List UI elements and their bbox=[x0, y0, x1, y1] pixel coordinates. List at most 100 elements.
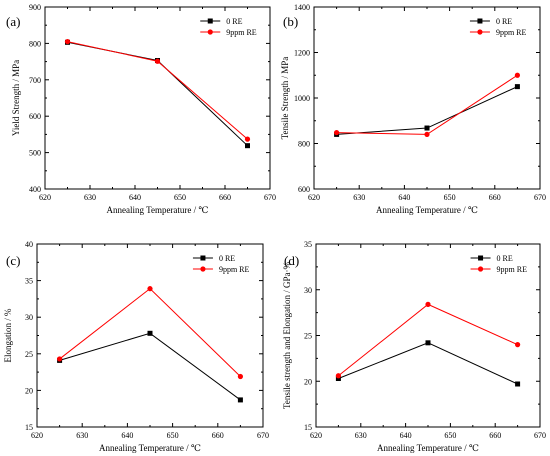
y-tick-label: 15 bbox=[25, 423, 33, 432]
data-point-circle bbox=[64, 38, 71, 45]
legend-label: 0 RE bbox=[219, 254, 235, 263]
series-line-2 bbox=[338, 303, 518, 377]
data-point-circle bbox=[237, 373, 243, 380]
data-point-square bbox=[424, 125, 430, 131]
y-tick-label: 800 bbox=[29, 39, 41, 48]
y-tick-label: 600 bbox=[29, 112, 41, 121]
data-point-square bbox=[425, 340, 431, 346]
y-tick-label: 30 bbox=[304, 286, 312, 295]
legend-marker-circle bbox=[477, 266, 484, 272]
data-point-circle bbox=[335, 373, 341, 379]
panel-label: (c) bbox=[6, 253, 20, 268]
panel-label: (b) bbox=[283, 14, 298, 29]
data-point-circle bbox=[425, 301, 431, 307]
x-tick-label: 660 bbox=[219, 193, 231, 202]
y-tick-label: 900 bbox=[29, 3, 41, 12]
data-point-square bbox=[514, 84, 520, 90]
legend-marker-square bbox=[200, 255, 206, 261]
series-line-2 bbox=[336, 74, 518, 135]
x-tick-label: 630 bbox=[353, 193, 365, 202]
data-point-square bbox=[147, 330, 153, 336]
y-tick-label: 35 bbox=[304, 240, 312, 249]
y-axis-title: Tensile strength and Elongation / GPa·% bbox=[282, 261, 292, 409]
x-axis-title: Annealing Temperature / ℃ bbox=[99, 443, 201, 453]
series-line-2 bbox=[67, 41, 248, 140]
y-tick-label: 400 bbox=[29, 185, 41, 194]
x-tick-label: 620 bbox=[31, 431, 43, 440]
x-tick-label: 630 bbox=[84, 193, 96, 202]
legend-label: 0 RE bbox=[226, 17, 242, 26]
x-tick-label: 650 bbox=[167, 431, 179, 440]
x-tick-label: 640 bbox=[398, 193, 410, 202]
legend-label: 9ppm RE bbox=[496, 28, 527, 37]
legend-marker-circle bbox=[207, 29, 213, 35]
data-point-square bbox=[245, 143, 250, 149]
legend-marker-circle bbox=[200, 266, 206, 272]
y-tick-label: 500 bbox=[29, 149, 41, 158]
y-axis-title: Yield Strength / MPa bbox=[11, 60, 21, 136]
x-tick-label: 660 bbox=[489, 431, 501, 440]
legend-label: 9ppm RE bbox=[497, 265, 528, 274]
data-point-circle bbox=[514, 72, 521, 78]
y-tick-label: 20 bbox=[25, 386, 33, 395]
x-tick-label: 650 bbox=[174, 193, 186, 202]
y-tick-label: 30 bbox=[25, 313, 33, 322]
x-tick-label: 640 bbox=[129, 193, 141, 202]
y-axis-title: Tensile Strength / MPa bbox=[280, 57, 290, 140]
y-tick-label: 25 bbox=[304, 332, 312, 341]
x-tick-label: 640 bbox=[400, 431, 412, 440]
legend-marker-square bbox=[207, 18, 213, 24]
x-tick-label: 640 bbox=[121, 431, 133, 440]
chart-panel-3: 620 630 640 650 660 670 15 20 25 30 35 40 Annealing … bbox=[3, 240, 269, 453]
y-axis-title: Elongation / % bbox=[3, 308, 13, 362]
y-tick-label: 25 bbox=[25, 350, 33, 359]
x-tick-label: 660 bbox=[489, 193, 501, 202]
data-point-square bbox=[237, 397, 243, 403]
panel-label: (a) bbox=[6, 14, 20, 29]
legend-label: 0 RE bbox=[497, 254, 513, 263]
y-tick-label: 1400 bbox=[294, 3, 310, 12]
legend-marker-circle bbox=[477, 29, 483, 35]
y-tick-label: 1200 bbox=[294, 49, 310, 58]
series-line-1 bbox=[67, 41, 248, 147]
x-tick-label: 650 bbox=[444, 431, 456, 440]
series-line-1 bbox=[59, 332, 241, 401]
y-tick-label: 700 bbox=[29, 76, 41, 85]
data-point-circle bbox=[515, 342, 521, 348]
y-tick-label: 35 bbox=[25, 277, 33, 286]
x-tick-label: 650 bbox=[444, 193, 456, 202]
data-point-circle bbox=[334, 129, 340, 136]
x-tick-label: 670 bbox=[534, 431, 546, 440]
x-axis-title: Annealing Temperature / ℃ bbox=[376, 205, 478, 215]
data-point-circle bbox=[57, 356, 63, 362]
data-point-circle bbox=[147, 286, 153, 292]
y-tick-label: 800 bbox=[298, 140, 310, 149]
legend-label: 0 RE bbox=[496, 17, 512, 26]
x-tick-label: 620 bbox=[310, 431, 322, 440]
y-tick-label: 15 bbox=[304, 423, 312, 432]
series-line-1 bbox=[338, 342, 518, 385]
chart-panel-1: 620 630 640 650 660 670 400 500 600 700 800 900 Anne… bbox=[6, 3, 276, 215]
data-point-circle bbox=[154, 58, 161, 64]
x-axis-title: Annealing Temperature / ℃ bbox=[377, 443, 479, 453]
y-tick-label: 600 bbox=[298, 185, 310, 194]
y-tick-label: 40 bbox=[25, 240, 33, 249]
legend-marker-square bbox=[478, 255, 484, 261]
y-tick-label: 20 bbox=[304, 377, 312, 386]
y-tick-label: 1000 bbox=[294, 94, 310, 103]
x-tick-label: 660 bbox=[212, 431, 224, 440]
x-tick-label: 620 bbox=[308, 193, 320, 202]
x-tick-label: 670 bbox=[264, 193, 276, 202]
data-point-circle bbox=[424, 131, 430, 137]
panel-label: (d) bbox=[284, 253, 299, 268]
chart-panel-4: 620 630 640 650 660 670 15 20 25 30 35 Annealing Te… bbox=[282, 240, 546, 453]
x-tick-label: 620 bbox=[39, 193, 51, 202]
x-axis-title: Annealing Temperature / ℃ bbox=[107, 205, 209, 215]
x-tick-label: 670 bbox=[534, 193, 546, 202]
legend-marker-square bbox=[477, 18, 483, 24]
legend-label: 9ppm RE bbox=[226, 28, 257, 37]
legend-label: 9ppm RE bbox=[219, 265, 250, 274]
x-tick-label: 670 bbox=[257, 431, 269, 440]
data-point-circle bbox=[244, 136, 251, 142]
